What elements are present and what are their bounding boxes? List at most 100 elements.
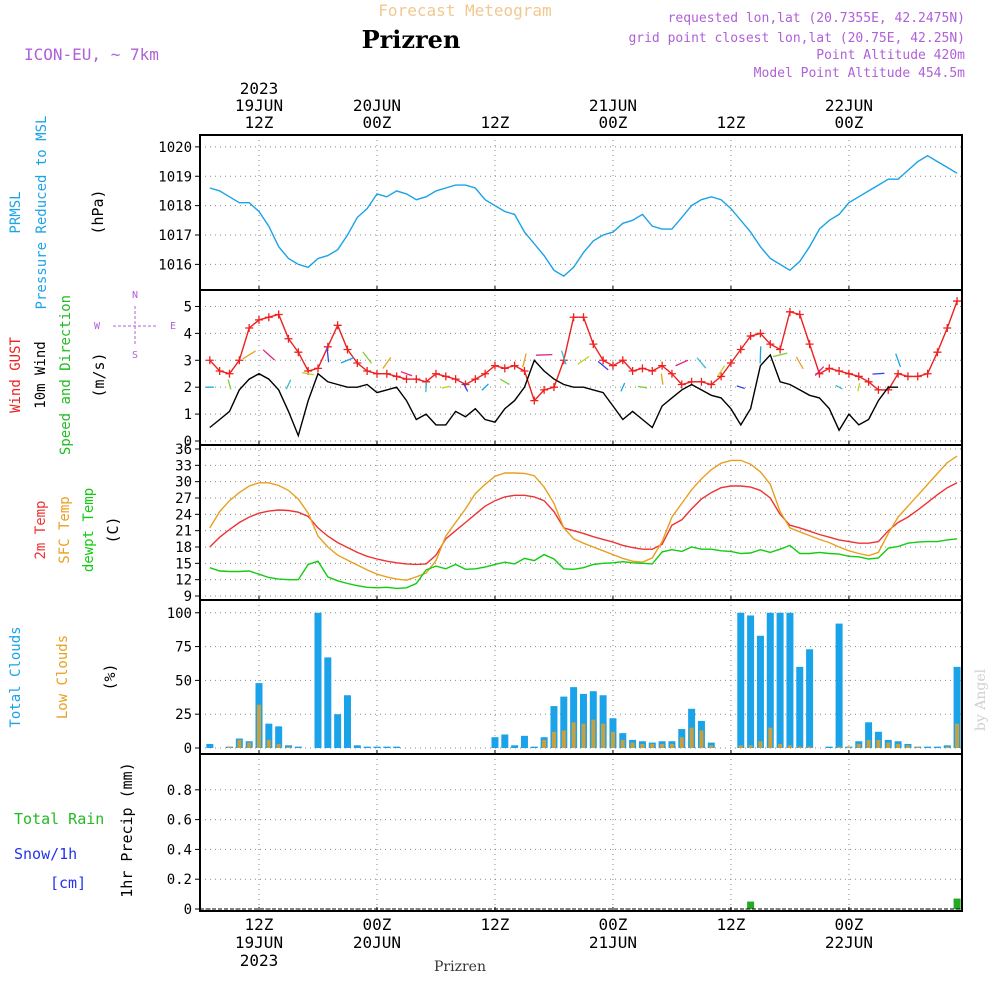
- wind-arrow: [814, 366, 825, 376]
- low-cloud-bar: [610, 731, 615, 748]
- gust-marker: [864, 377, 873, 386]
- low-cloud-bar: [650, 743, 655, 748]
- wind-arrow: [326, 347, 330, 363]
- y-tick-label: 0.6: [167, 813, 192, 829]
- gust-marker: [500, 364, 509, 373]
- gust-marker: [628, 367, 637, 376]
- gust-marker: [431, 369, 440, 378]
- gust-marker: [894, 369, 903, 378]
- compass-e: E: [170, 321, 176, 332]
- low-cloud-bar: [237, 739, 242, 748]
- total-cloud-bar: [796, 666, 804, 748]
- wind-arrow: [302, 372, 315, 376]
- bottom-time-label: 00Z: [599, 915, 628, 934]
- gust-marker: [648, 367, 657, 376]
- wind-arrow: [795, 356, 804, 370]
- gust-marker: [943, 323, 952, 332]
- y-tick-label: 75: [175, 640, 192, 656]
- low-cloud-bar: [266, 739, 271, 748]
- top-time-label: 00Z: [599, 113, 628, 132]
- wind-arrow: [660, 373, 664, 385]
- y-axis-label: Total Clouds: [8, 626, 24, 727]
- precip-bar: [953, 898, 961, 909]
- point-altitude: Point Altitude 420m: [816, 48, 965, 63]
- compass-s: S: [132, 350, 138, 361]
- footer-location: Prizren: [434, 959, 486, 975]
- bottom-time-label: 00Z: [363, 915, 392, 934]
- gust-marker: [245, 323, 254, 332]
- low-cloud-bar: [561, 730, 566, 748]
- wind-arrow: [637, 385, 648, 389]
- wind-arrow: [462, 382, 469, 392]
- gust-marker: [225, 369, 234, 378]
- bottom-time-label: 22JUN: [825, 933, 873, 952]
- gust-marker: [717, 372, 726, 381]
- wind-arrow: [835, 384, 843, 390]
- total-cloud-bar: [373, 746, 381, 748]
- total-cloud-bar: [786, 612, 794, 748]
- y-tick-label: 33: [175, 458, 192, 474]
- low-cloud-bar: [276, 743, 281, 748]
- y-axis-label: Wind GUST: [8, 337, 24, 413]
- wind-arrow: [759, 346, 762, 364]
- total-cloud-bar: [825, 746, 833, 748]
- total-cloud-bar: [324, 657, 332, 748]
- gust-marker: [471, 375, 480, 384]
- low-cloud-bar: [787, 745, 792, 748]
- gust-marker: [530, 396, 539, 405]
- gust-marker: [746, 332, 755, 341]
- y-tick-label: 1017: [158, 228, 192, 244]
- wind-arrow: [522, 353, 527, 368]
- gust-marker: [677, 380, 686, 389]
- gust-marker: [274, 310, 283, 319]
- y-axis-unit: (%): [101, 663, 119, 690]
- gridlines: [200, 135, 962, 290]
- low-cloud-bar: [640, 743, 645, 748]
- location-title: Prizren: [362, 25, 461, 54]
- total-cloud-bar: [924, 746, 932, 748]
- series-line-dewpt-temp: [209, 538, 958, 590]
- y-tick-label: 4: [184, 326, 192, 342]
- gust-marker: [569, 313, 578, 322]
- forecast-label: Forecast Meteogram: [378, 1, 551, 20]
- total-cloud-bar: [265, 723, 273, 748]
- gust-marker: [294, 348, 303, 357]
- gust-marker: [766, 340, 775, 349]
- y-tick-label: 25: [175, 707, 192, 723]
- y-tick-label: 50: [175, 673, 192, 689]
- total-cloud-bar: [393, 746, 401, 748]
- y-tick-label: 18: [175, 540, 192, 556]
- legend-label: [cm]: [50, 874, 86, 892]
- gust-marker: [372, 369, 381, 378]
- low-cloud-bar: [689, 727, 694, 748]
- low-cloud-bar: [630, 742, 635, 748]
- low-cloud-bar: [571, 722, 576, 748]
- wind-arrow: [227, 379, 232, 390]
- y-axis-unit: (m/s): [90, 352, 108, 397]
- low-cloud-bar: [669, 743, 674, 748]
- watermark: by Angel: [973, 668, 989, 731]
- low-cloud-bar: [738, 745, 743, 748]
- low-cloud-bar: [660, 743, 665, 748]
- bottom-time-label: 20JUN: [353, 933, 401, 952]
- gust-marker: [284, 334, 293, 343]
- total-cloud-bar: [334, 714, 342, 748]
- gust-marker: [618, 356, 627, 365]
- total-cloud-bar: [383, 746, 391, 748]
- total-cloud-bar: [943, 745, 951, 748]
- y-axis-label: dewpt Temp: [81, 488, 97, 572]
- y-tick-label: 100: [167, 606, 192, 622]
- gust-marker: [481, 369, 490, 378]
- y-tick-label: 21: [175, 524, 192, 540]
- gust-marker: [549, 383, 558, 392]
- y-axis-unit: (hPa): [89, 189, 107, 234]
- gust-marker: [392, 372, 401, 381]
- low-cloud-bar: [699, 730, 704, 748]
- low-cloud-bar: [915, 746, 920, 748]
- compass-cross: [113, 306, 157, 346]
- total-cloud-bar: [363, 746, 371, 748]
- gust-marker: [490, 361, 499, 370]
- panel-frame: [199, 444, 963, 601]
- gust-marker: [520, 367, 529, 376]
